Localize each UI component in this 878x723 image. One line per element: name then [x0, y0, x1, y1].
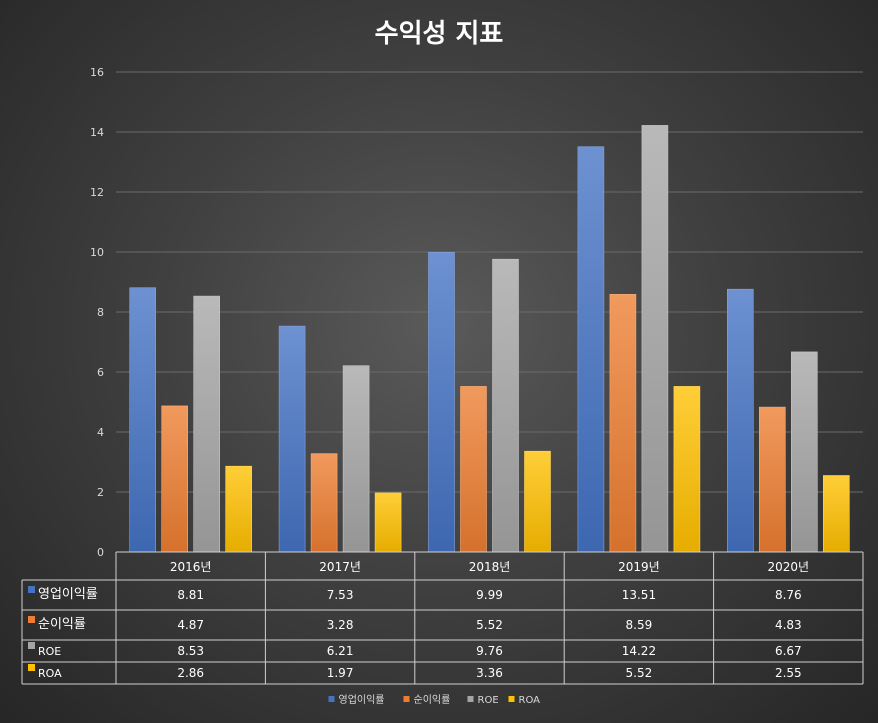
- bar-순이익률-2020년: [758, 406, 786, 553]
- table-cell-value: 6.21: [327, 644, 354, 658]
- bar-순이익률-2018년: [460, 386, 487, 553]
- table-cell-value: 5.52: [626, 666, 653, 680]
- y-tick-label: 14: [90, 126, 104, 139]
- bar-순이익률-2019년: [609, 293, 637, 553]
- table-cell-value: 13.51: [622, 588, 656, 602]
- table-cell-value: 8.53: [177, 644, 204, 658]
- table-cell-value: 9.76: [476, 644, 503, 658]
- table-cell-value: 8.76: [775, 588, 802, 602]
- bar-순이익률-2017년: [310, 453, 338, 553]
- table-row-label: 순이익률: [38, 617, 86, 632]
- legend-entry: 순이익률: [414, 694, 451, 706]
- table-cell-value: 7.53: [327, 588, 354, 602]
- table-cell-value: 8.59: [626, 618, 653, 632]
- table-cell-value: 8.81: [177, 588, 204, 602]
- table-cell-value: 9.99: [476, 588, 503, 602]
- table-cell-value: 1.97: [327, 666, 354, 680]
- y-tick-label: 12: [90, 186, 104, 199]
- table-row-label: ROE: [38, 645, 61, 658]
- bar-ROE-2018년: [492, 258, 519, 553]
- y-tick-label: 10: [90, 246, 104, 259]
- y-tick-label: 8: [97, 306, 104, 319]
- table-cell-value: 4.83: [775, 618, 802, 632]
- bar-ROA-2020년: [822, 475, 850, 553]
- bar-영업이익률-2019년: [577, 146, 605, 553]
- bar-ROE-2019년: [641, 125, 669, 553]
- legend-entry: ROE: [478, 695, 499, 706]
- table-legend-key: [28, 586, 35, 593]
- bar-ROE-2017년: [342, 365, 370, 553]
- bar-영업이익률-2016년: [129, 287, 156, 553]
- bar-ROA-2016년: [225, 465, 252, 553]
- gridlines: [116, 71, 863, 493]
- table-legend-key: [28, 616, 35, 623]
- legend-key: [328, 696, 335, 702]
- table-cell-value: 3.28: [327, 618, 354, 632]
- table-cell-value: 6.67: [775, 644, 802, 658]
- legend-key: [508, 696, 515, 702]
- bars: [129, 125, 850, 553]
- bar-ROA-2018년: [524, 450, 551, 553]
- x-category-label: 2020년: [768, 560, 810, 574]
- legend-entry: ROA: [519, 695, 541, 706]
- table-cell-value: 3.36: [476, 666, 503, 680]
- table-row-label: 영업이익률: [38, 587, 98, 602]
- table-cell-value: 2.55: [775, 666, 802, 680]
- bar-ROA-2019년: [673, 386, 701, 553]
- bar-ROE-2020년: [790, 351, 818, 553]
- x-category-label: 2016년: [170, 560, 212, 574]
- legend-key: [467, 696, 474, 702]
- table-cell-value: 2.86: [177, 666, 204, 680]
- table-cell-value: 14.22: [622, 644, 656, 658]
- table-cell-value: 5.52: [476, 618, 503, 632]
- y-axis: 0 2 4 6 8 10 12 14 16: [90, 66, 104, 559]
- y-tick-label: 6: [97, 366, 104, 379]
- bar-영업이익률-2018년: [428, 252, 455, 553]
- legend-entry: 영업이익률: [339, 693, 385, 706]
- bar-영업이익률-2017년: [278, 325, 306, 553]
- table-cell-value: 4.87: [177, 618, 204, 632]
- bar-영업이익률-2020년: [726, 288, 754, 553]
- legend: 영업이익률 순이익률 ROE ROA: [328, 693, 541, 706]
- y-tick-label: 4: [97, 426, 104, 439]
- table-legend-key: [28, 642, 35, 649]
- bar-ROA-2017년: [374, 492, 402, 553]
- x-category-label: 2019년: [618, 560, 660, 574]
- y-tick-label: 16: [90, 66, 104, 79]
- chart-title: 수익성 지표: [375, 19, 504, 49]
- bar-순이익률-2016년: [161, 405, 188, 553]
- legend-key: [403, 696, 410, 702]
- y-tick-label: 2: [97, 486, 104, 499]
- bar-ROE-2016년: [193, 295, 220, 553]
- x-category-label: 2018년: [469, 560, 511, 574]
- y-tick-label: 0: [97, 546, 104, 559]
- table-row-label: ROA: [38, 667, 62, 680]
- table-legend-key: [28, 664, 35, 671]
- x-category-label: 2017년: [319, 560, 361, 574]
